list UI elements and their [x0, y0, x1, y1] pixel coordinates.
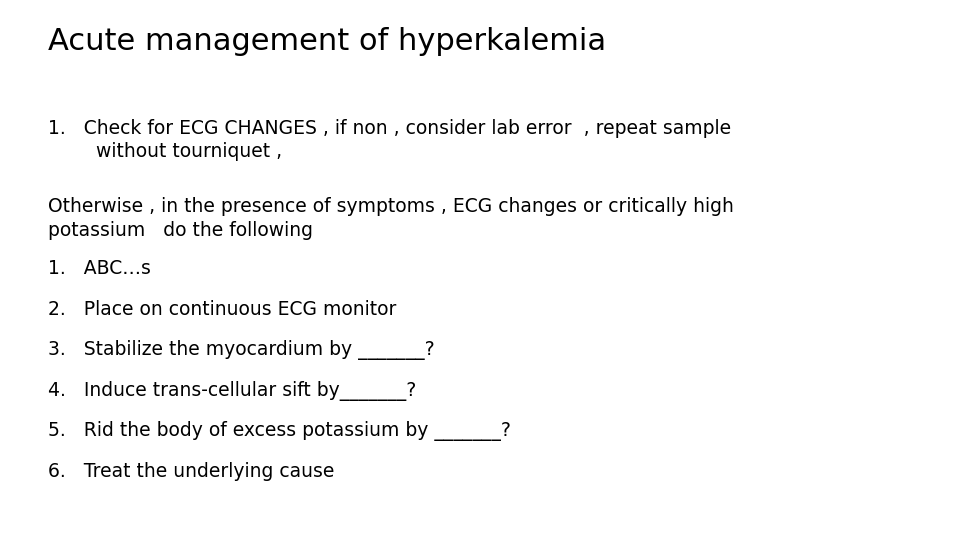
Text: 3.   Stabilize the myocardium by _______?: 3. Stabilize the myocardium by _______?: [48, 340, 435, 360]
Text: 5.   Rid the body of excess potassium by _______?: 5. Rid the body of excess potassium by _…: [48, 421, 511, 441]
Text: 4.   Induce trans-cellular sift by_______?: 4. Induce trans-cellular sift by_______?: [48, 381, 417, 401]
Text: 1.   Check for ECG CHANGES , if non , consider lab error  , repeat sample
      : 1. Check for ECG CHANGES , if non , cons…: [48, 119, 732, 161]
Text: 2.   Place on continuous ECG monitor: 2. Place on continuous ECG monitor: [48, 300, 396, 319]
Text: 1.   ABC…s: 1. ABC…s: [48, 259, 151, 278]
Text: Otherwise , in the presence of symptoms , ECG changes or critically high
potassi: Otherwise , in the presence of symptoms …: [48, 197, 733, 240]
Text: Acute management of hyperkalemia: Acute management of hyperkalemia: [48, 27, 606, 56]
Text: 6.   Treat the underlying cause: 6. Treat the underlying cause: [48, 462, 334, 481]
